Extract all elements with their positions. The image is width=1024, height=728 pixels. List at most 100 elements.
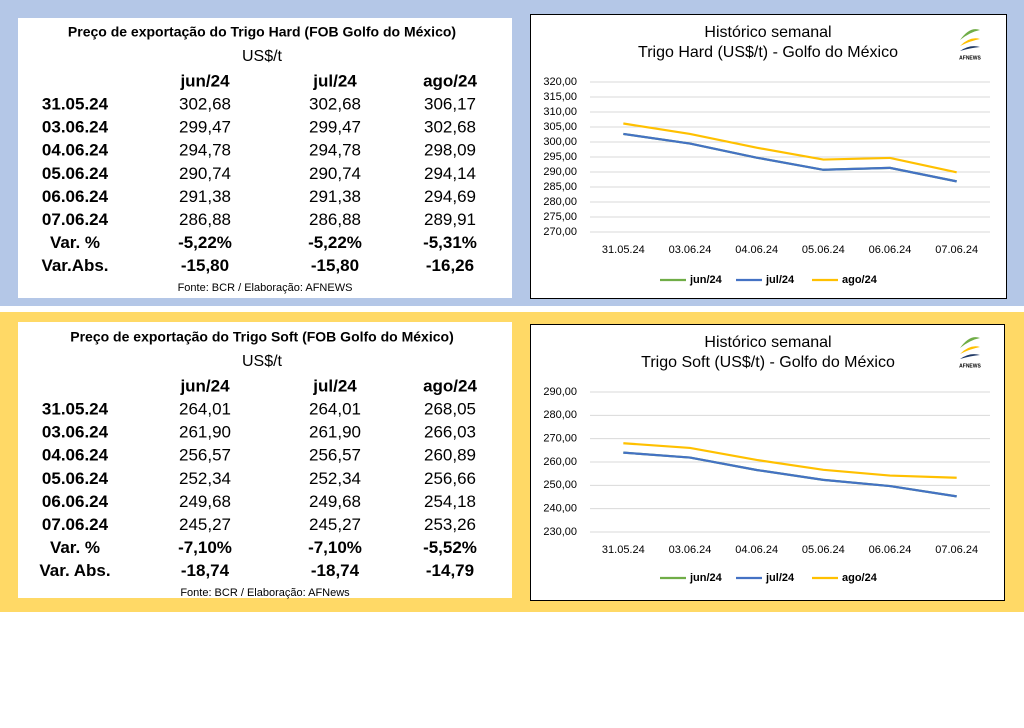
row-label: 07.06.24 xyxy=(42,515,109,534)
cell: 299,47 xyxy=(179,118,231,137)
cell: 291,38 xyxy=(309,187,361,206)
y-tick-label: 270,00 xyxy=(543,226,577,238)
logo-text: AFNEWS xyxy=(959,55,981,61)
cell: 252,34 xyxy=(179,469,231,488)
y-tick-label: 275,00 xyxy=(543,211,577,223)
y-tick-label: 230,00 xyxy=(543,526,577,538)
cell: 286,88 xyxy=(309,210,361,229)
cell: 260,89 xyxy=(424,446,476,465)
legend-label: ago/24 xyxy=(842,274,878,286)
series-line xyxy=(623,132,957,183)
cell: 266,03 xyxy=(424,423,476,442)
table-box xyxy=(18,18,512,298)
y-tick-label: 320,00 xyxy=(543,76,577,88)
cell: 286,88 xyxy=(179,210,231,229)
logo-leaf xyxy=(960,354,980,359)
source: Fonte: BCR / Elaboração: AFNEWS xyxy=(178,282,353,294)
cell: 253,26 xyxy=(424,515,476,534)
row-label: Var.Abs. xyxy=(41,256,108,275)
cell: 245,27 xyxy=(309,515,361,534)
row-label: 31.05.24 xyxy=(42,94,109,113)
y-tick-label: 300,00 xyxy=(543,136,577,148)
y-tick-label: 285,00 xyxy=(543,181,577,193)
x-tick-label: 04.06.24 xyxy=(735,544,778,556)
x-tick-label: 05.06.24 xyxy=(802,244,845,256)
y-tick-label: 280,00 xyxy=(543,409,577,421)
cell: 290,74 xyxy=(309,164,361,183)
logo-leaf xyxy=(960,346,980,354)
row-label: 03.06.24 xyxy=(42,118,109,137)
cell: -18,74 xyxy=(311,561,360,580)
row-label: 04.06.24 xyxy=(42,446,109,465)
x-tick-label: 07.06.24 xyxy=(935,544,978,556)
y-tick-label: 310,00 xyxy=(543,106,577,118)
row-label: 04.06.24 xyxy=(42,141,109,160)
cell: 299,47 xyxy=(309,118,361,137)
cell: 289,91 xyxy=(424,210,476,229)
cell: -7,10% xyxy=(178,538,232,557)
y-tick-label: 290,00 xyxy=(543,386,577,398)
x-tick-label: 03.06.24 xyxy=(669,544,712,556)
x-tick-label: 31.05.24 xyxy=(602,544,645,556)
column-header: jul/24 xyxy=(312,376,357,395)
table-unit: US$/t xyxy=(242,353,283,370)
cell: -18,74 xyxy=(181,561,230,580)
y-tick-label: 295,00 xyxy=(543,151,577,163)
table-box xyxy=(18,322,512,598)
logo-leaf xyxy=(960,29,980,40)
x-tick-label: 05.06.24 xyxy=(802,544,845,556)
legend-label: jun/24 xyxy=(689,572,723,584)
legend-label: ago/24 xyxy=(842,572,878,584)
logo-text: AFNEWS xyxy=(959,363,981,369)
table-title: Preço de exportação do Trigo Hard (FOB G… xyxy=(68,24,456,40)
column-header: jul/24 xyxy=(312,71,357,90)
x-tick-label: 06.06.24 xyxy=(869,544,912,556)
cell: -16,26 xyxy=(426,256,474,275)
row-label: 06.06.24 xyxy=(42,187,109,206)
x-tick-label: 04.06.24 xyxy=(735,244,778,256)
cell: -15,80 xyxy=(311,256,359,275)
row-label: Var. % xyxy=(50,538,100,557)
series-line xyxy=(623,122,957,174)
row-label: 07.06.24 xyxy=(42,210,109,229)
row-label: Var. Abs. xyxy=(39,561,110,580)
column-header: ago/24 xyxy=(423,376,477,395)
chart-title: Histórico semanal xyxy=(704,24,831,41)
chart-subtitle: Trigo Hard (US$/t) - Golfo do México xyxy=(638,44,898,61)
chart-title: Histórico semanal xyxy=(704,334,831,351)
cell: -14,79 xyxy=(426,561,474,580)
cell: 252,34 xyxy=(309,469,361,488)
cell: 290,74 xyxy=(179,164,231,183)
cell: 268,05 xyxy=(424,399,476,418)
cell: -5,52% xyxy=(423,538,477,557)
cell: -15,80 xyxy=(181,256,229,275)
legend-label: jul/24 xyxy=(765,274,795,286)
cell: 302,68 xyxy=(309,94,361,113)
logo-leaf xyxy=(960,46,980,51)
table-title: Preço de exportação do Trigo Soft (FOB G… xyxy=(70,329,453,345)
row-label: 05.06.24 xyxy=(42,469,109,488)
cell: 256,57 xyxy=(179,446,231,465)
cell: 294,69 xyxy=(424,187,476,206)
cell: -5,22% xyxy=(178,233,232,252)
column-header: jun/24 xyxy=(179,71,230,90)
cell: 264,01 xyxy=(309,399,361,418)
x-tick-label: 06.06.24 xyxy=(869,244,912,256)
cell: 245,27 xyxy=(179,515,231,534)
cell: 261,90 xyxy=(309,423,361,442)
cell: 306,17 xyxy=(424,94,476,113)
cell: -5,22% xyxy=(308,233,362,252)
cell: 264,01 xyxy=(179,399,231,418)
cell: 294,78 xyxy=(179,141,231,160)
y-tick-label: 260,00 xyxy=(543,456,577,468)
cell: 302,68 xyxy=(424,118,476,137)
series-line xyxy=(623,442,957,479)
cell: -5,31% xyxy=(423,233,477,252)
series-line xyxy=(623,451,957,498)
table-unit: US$/t xyxy=(242,48,283,65)
y-tick-label: 280,00 xyxy=(543,196,577,208)
y-tick-label: 240,00 xyxy=(543,503,577,515)
legend-label: jun/24 xyxy=(689,274,723,286)
row-label: 05.06.24 xyxy=(42,164,109,183)
